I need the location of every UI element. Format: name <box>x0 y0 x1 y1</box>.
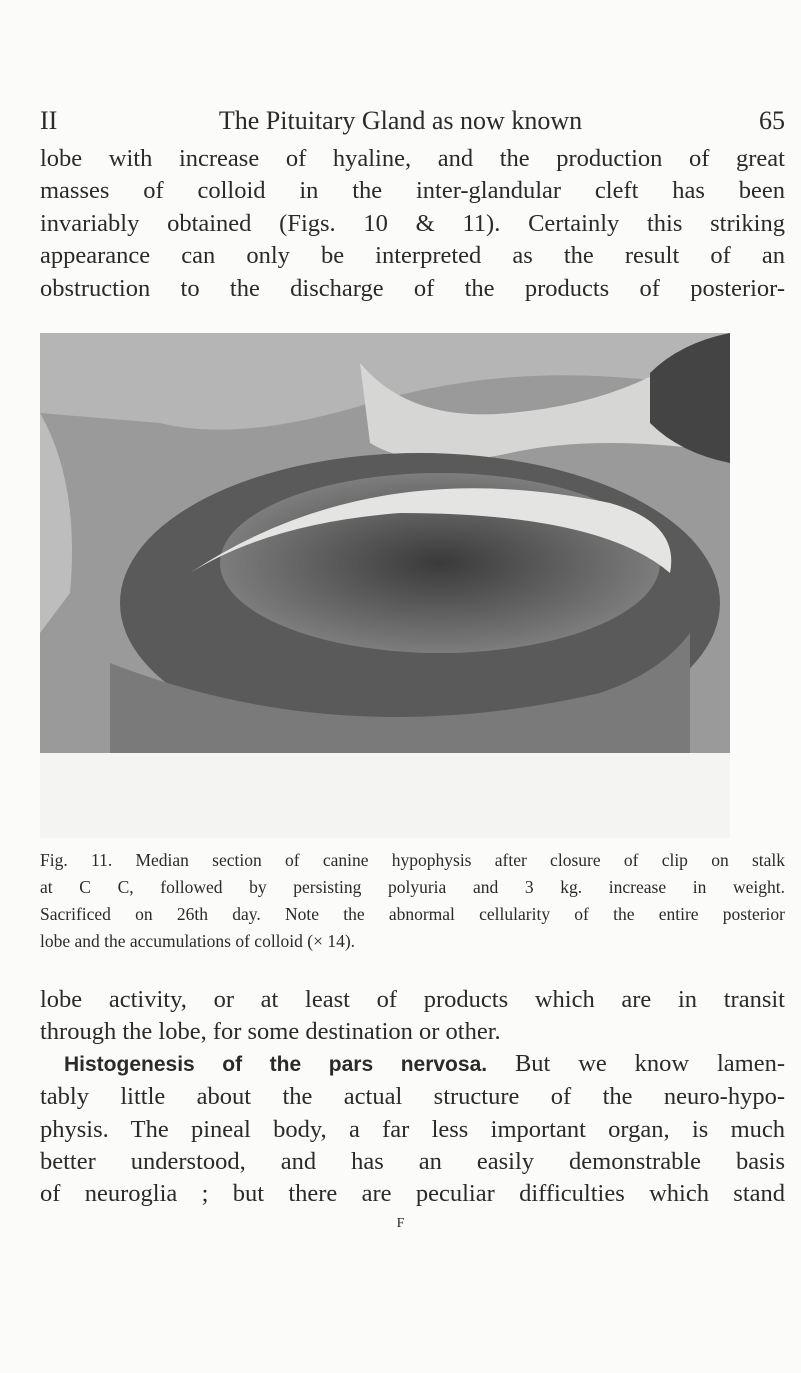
text-line: tably little about the actual structure … <box>40 1083 785 1111</box>
chapter-number: II <box>40 106 58 135</box>
micrograph <box>40 333 730 838</box>
text: better understood, and has an easily dem… <box>40 1148 785 1175</box>
caption-line: lobe and the accumulations of colloid (×… <box>40 931 785 952</box>
running-title: The Pituitary Gland as now known <box>218 106 583 135</box>
page-number: 65 <box>759 106 785 135</box>
text-line: appearance can only be interpreted as th… <box>40 242 785 270</box>
text: But we know lamen- <box>514 1050 786 1077</box>
text-line: through the lobe, for some destination o… <box>40 1018 785 1046</box>
text: masses of colloid in the inter-glandular… <box>40 177 785 204</box>
text: lobe and the accumulations of colloid (×… <box>40 931 356 951</box>
text: lobe activity, or at least of products w… <box>40 986 785 1013</box>
text: through the lobe, for some destination o… <box>40 1018 501 1045</box>
text-line: Histogenesis of the pars nervosa. But we… <box>64 1050 785 1078</box>
text-line: obstruction to the discharge of the prod… <box>40 275 785 303</box>
caption-line: at C C, followed by persisting polyuria … <box>40 877 785 898</box>
caption-line: Sacrificed on 26th day. Note the abnorma… <box>40 904 785 925</box>
text-line: physis. The pineal body, a far less impo… <box>40 1116 785 1144</box>
text: lobe with increase of hyaline, and the p… <box>40 145 785 172</box>
text-line: invariably obtained (Figs. 10 & 11). Cer… <box>40 210 785 238</box>
text: physis. The pineal body, a far less impo… <box>40 1116 785 1143</box>
text: invariably obtained (Figs. 10 & 11). Cer… <box>40 210 785 237</box>
text: of neuroglia ; but there are peculiar di… <box>40 1180 785 1207</box>
section-heading: Histogenesis of the pars nervosa. <box>64 1053 488 1076</box>
text: appearance can only be interpreted as th… <box>40 242 785 269</box>
text-line: of neuroglia ; but there are peculiar di… <box>40 1180 785 1208</box>
text: tably little about the actual structure … <box>40 1083 785 1110</box>
text: Fig. 11. Median section of canine hypoph… <box>40 850 785 870</box>
text: obstruction to the discharge of the prod… <box>40 275 785 302</box>
text-line: lobe with increase of hyaline, and the p… <box>40 145 785 173</box>
text: at C C, followed by persisting polyuria … <box>40 877 785 897</box>
text-line: lobe activity, or at least of products w… <box>40 986 785 1014</box>
text-line: better understood, and has an easily dem… <box>40 1148 785 1176</box>
signature-mark: F <box>396 1216 405 1231</box>
text: Sacrificed on 26th day. Note the abnorma… <box>40 904 785 924</box>
text-line: masses of colloid in the inter-glandular… <box>40 177 785 205</box>
caption-line: Fig. 11. Median section of canine hypoph… <box>40 850 785 871</box>
